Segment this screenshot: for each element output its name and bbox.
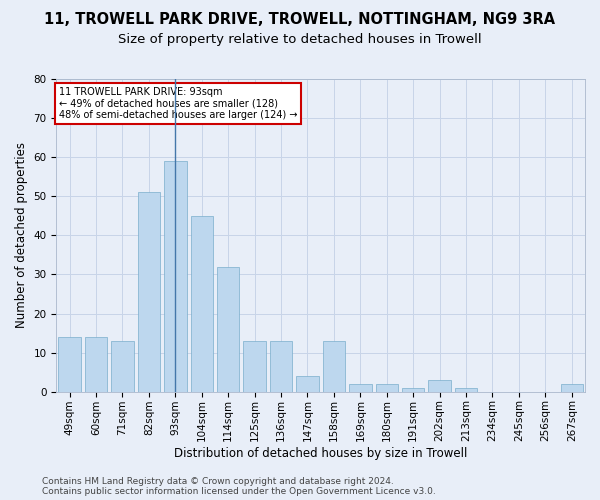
Bar	[428, 380, 451, 392]
Bar	[85, 337, 107, 392]
Bar	[244, 341, 266, 392]
Bar	[111, 341, 134, 392]
Bar	[217, 266, 239, 392]
Text: Size of property relative to detached houses in Trowell: Size of property relative to detached ho…	[118, 32, 482, 46]
Bar	[296, 376, 319, 392]
X-axis label: Distribution of detached houses by size in Trowell: Distribution of detached houses by size …	[174, 447, 467, 460]
Text: 11 TROWELL PARK DRIVE: 93sqm
← 49% of detached houses are smaller (128)
48% of s: 11 TROWELL PARK DRIVE: 93sqm ← 49% of de…	[59, 87, 298, 120]
Bar	[402, 388, 424, 392]
Bar	[137, 192, 160, 392]
Text: Contains public sector information licensed under the Open Government Licence v3: Contains public sector information licen…	[42, 487, 436, 496]
Bar	[376, 384, 398, 392]
Bar	[323, 341, 345, 392]
Bar	[58, 337, 81, 392]
Bar	[455, 388, 477, 392]
Bar	[164, 161, 187, 392]
Y-axis label: Number of detached properties: Number of detached properties	[15, 142, 28, 328]
Text: Contains HM Land Registry data © Crown copyright and database right 2024.: Contains HM Land Registry data © Crown c…	[42, 477, 394, 486]
Bar	[270, 341, 292, 392]
Text: 11, TROWELL PARK DRIVE, TROWELL, NOTTINGHAM, NG9 3RA: 11, TROWELL PARK DRIVE, TROWELL, NOTTING…	[44, 12, 556, 28]
Bar	[191, 216, 213, 392]
Bar	[560, 384, 583, 392]
Bar	[349, 384, 371, 392]
